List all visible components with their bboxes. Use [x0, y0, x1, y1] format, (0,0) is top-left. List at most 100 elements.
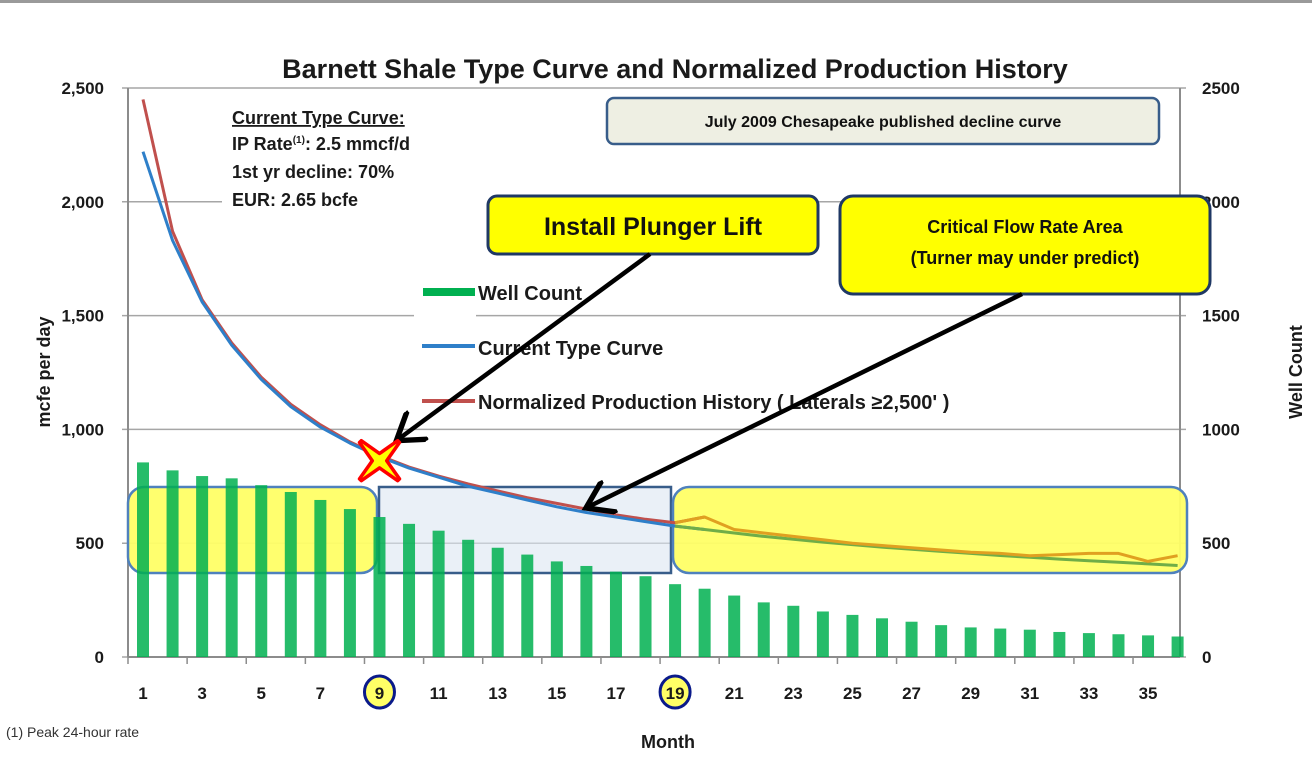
x-tick-label: 7	[316, 684, 325, 703]
x-tick-label: 17	[606, 684, 625, 703]
late-yellow-region	[671, 485, 1189, 575]
well-count-bar	[196, 476, 209, 657]
well-count-bar	[639, 576, 652, 657]
plunger-callout-bg	[486, 194, 820, 256]
plunger-callout-text: Install Plunger Lift	[544, 213, 763, 241]
info-eur: EUR: 2.65 bcfe	[232, 190, 358, 210]
legend-type-curve: Current Type Curve	[478, 338, 663, 360]
x-tick-label: 5	[257, 684, 266, 703]
well-count-bar	[343, 509, 356, 657]
well-count-bar	[284, 491, 297, 657]
well-count-bar	[1112, 634, 1125, 657]
top-border	[0, 0, 1312, 3]
y-right-tick-label: 500	[1202, 534, 1230, 553]
type-curve-info: Current Type Curve: IP Rate(1): 2.5 mmcf…	[222, 102, 522, 220]
well-count-bar	[698, 588, 711, 657]
chesapeake-text: July 2009 Chesapeake published decline c…	[705, 114, 1062, 131]
info-ip-rate: IP Rate(1): 2.5 mmcf/d	[232, 134, 410, 154]
well-count-bar	[432, 530, 445, 657]
production-history-line-late	[674, 515, 1178, 563]
well-count-bar	[994, 628, 1007, 657]
well-count-bars	[137, 462, 1184, 657]
x-tick-label: 9	[375, 684, 384, 703]
well-count-bar	[609, 571, 622, 657]
highlighted-month-circle	[658, 674, 692, 710]
well-count-bar	[905, 621, 918, 657]
ip-rate-value: : 2.5 mmcf/d	[305, 134, 410, 154]
info-decline: 1st yr decline: 70%	[232, 162, 394, 182]
ip-rate-sup: (1)	[293, 135, 305, 146]
well-count-bar	[373, 517, 386, 657]
x-tick-label: 1	[138, 684, 147, 703]
well-count-bar	[728, 595, 741, 657]
plunger-lift-callout: Install Plunger Lift	[486, 194, 820, 256]
critical-callout-bg	[838, 194, 1212, 296]
critical-flow-arrow	[590, 291, 1023, 506]
y-axis-right-ticks: 0 500 1000 1500 2000 2500	[1202, 79, 1240, 667]
x-axis-ticks: 1 3 5 7 9 11 13 15 17 19 21 23 25 27 29 31 33 35	[138, 674, 1158, 710]
well-count-bar	[964, 627, 977, 657]
well-count-bar	[491, 547, 504, 657]
y-left-tick-label: 1,000	[61, 420, 104, 439]
y-axis-left-label: mcfe per day	[34, 316, 54, 427]
y-left-tick-label: 0	[95, 648, 104, 667]
critical-callout-line1: Critical Flow Rate Area	[927, 217, 1123, 237]
x-tick-label: 31	[1020, 684, 1039, 703]
chart-title: Barnett Shale Type Curve and Normalized …	[282, 54, 1068, 84]
well-count-bar	[935, 625, 948, 657]
y-left-tick-label: 2,000	[61, 193, 104, 212]
well-count-bar	[1082, 633, 1095, 657]
y-left-tick-label: 1,500	[61, 307, 104, 326]
well-count-bar	[462, 539, 475, 657]
chesapeake-box-bg	[605, 96, 1161, 146]
legend: Well Count Current Type Curve Normalized…	[414, 283, 1034, 420]
x-tick-label: 29	[961, 684, 980, 703]
legend-bg-3	[414, 384, 1034, 420]
x-tick-label: 25	[843, 684, 862, 703]
footnote: (1) Peak 24-hour rate	[6, 724, 139, 740]
well-count-bar	[757, 602, 770, 657]
x-tick-label: 21	[725, 684, 744, 703]
y-right-tick-label: 2000	[1202, 193, 1240, 212]
ip-rate-label: IP Rate	[232, 134, 293, 154]
x-tick-label: 35	[1139, 684, 1158, 703]
legend-production-history: Normalized Production History ( Laterals…	[478, 392, 949, 414]
well-count-bar	[225, 478, 238, 657]
x-axis-label: Month	[641, 732, 695, 752]
y-axis-left-ticks: 0 500 1,000 1,500 2,000 2,500	[61, 79, 104, 667]
legend-well-count: Well Count	[478, 283, 582, 305]
x-marker-shape	[357, 438, 402, 483]
y-right-tick-label: 1500	[1202, 307, 1240, 326]
well-count-bar	[816, 611, 829, 657]
well-count-bar	[403, 523, 416, 657]
y-axis-right-label: Well Count	[1286, 325, 1306, 419]
y-right-tick-label: 0	[1202, 648, 1211, 667]
well-count-bar	[1142, 635, 1155, 657]
critical-flow-callout: Critical Flow Rate Area (Turner may unde…	[838, 194, 1212, 296]
plunger-arrow	[400, 252, 652, 438]
x-tick-label: 23	[784, 684, 803, 703]
x-tick-label: 13	[488, 684, 507, 703]
x-tick-label: 15	[547, 684, 566, 703]
info-heading: Current Type Curve:	[232, 108, 405, 128]
well-count-bar	[669, 584, 682, 657]
well-count-bar	[1053, 631, 1066, 657]
x-tick-label: 19	[666, 684, 685, 703]
well-count-bar	[166, 470, 179, 657]
y-left-tick-label: 500	[76, 534, 104, 553]
well-count-bar	[550, 561, 563, 657]
early-yellow-region	[126, 485, 379, 575]
x-tick-label: 3	[197, 684, 206, 703]
x-tick-label: 11	[430, 684, 448, 703]
info-background	[222, 102, 522, 220]
well-count-bar	[521, 554, 534, 657]
well-count-bar	[787, 605, 800, 657]
well-count-bar	[1023, 629, 1036, 657]
y-right-tick-label: 2500	[1202, 79, 1240, 98]
well-count-bar	[255, 485, 268, 657]
y-right-tick-label: 1000	[1202, 420, 1240, 439]
well-count-bar	[137, 462, 149, 657]
chesapeake-box: July 2009 Chesapeake published decline c…	[605, 96, 1161, 146]
critical-callout-line2: (Turner may under predict)	[911, 248, 1140, 268]
